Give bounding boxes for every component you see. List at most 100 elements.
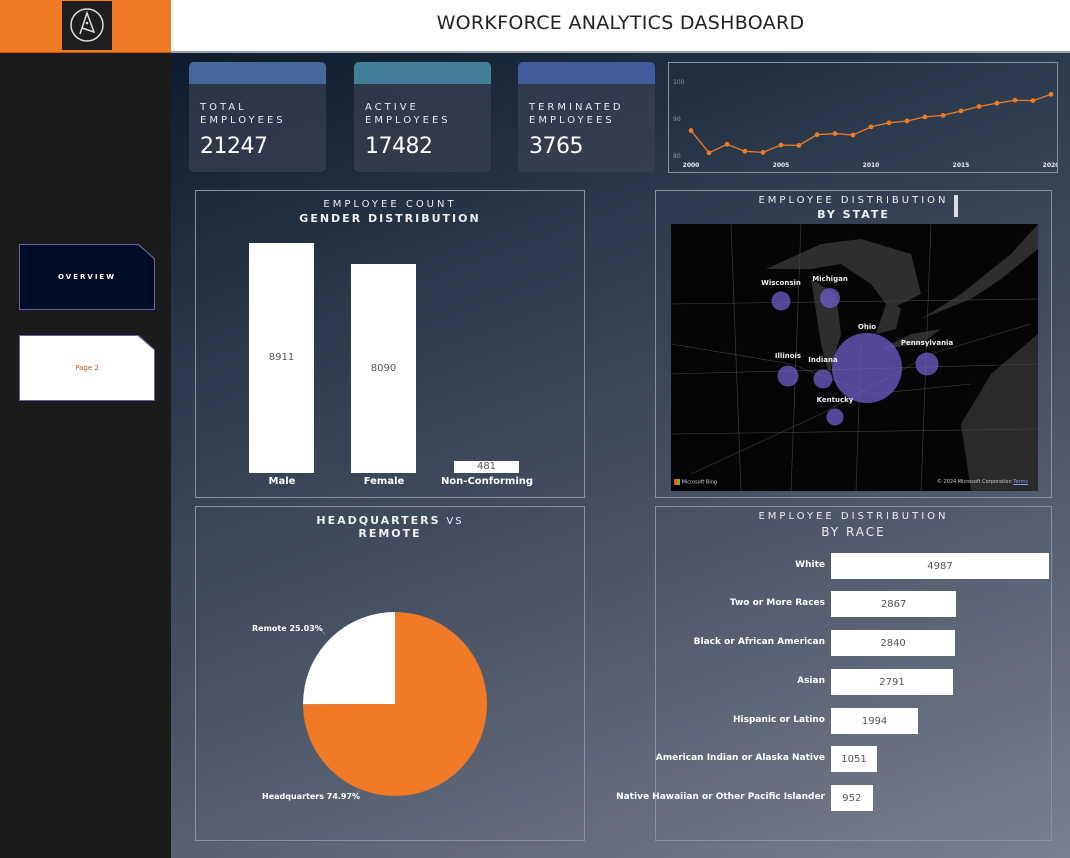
race-row: Hispanic or Latino 1994 (656, 708, 1051, 734)
gender-bar[interactable]: 481 (454, 460, 519, 473)
race-row: White 4987 (656, 553, 1051, 579)
state-label: Ohio (857, 323, 877, 331)
trend-point[interactable] (1030, 98, 1036, 104)
bing-attribution: Microsoft Bing (674, 479, 717, 486)
gender-bar[interactable]: 8911 (249, 243, 314, 473)
race-bar[interactable]: 2867 (831, 591, 957, 617)
panel-title: HEADQUARTERS (316, 514, 441, 527)
panel-title: EMPLOYEE DISTRIBUTION (758, 511, 949, 522)
race-bar[interactable]: 1051 (831, 746, 877, 772)
trend-point[interactable] (742, 148, 748, 154)
race-bar[interactable]: 2791 (831, 669, 953, 695)
kpi-label: TOTAL (200, 102, 247, 113)
trend-point[interactable] (958, 108, 964, 114)
category-label: Non-Conforming (440, 476, 534, 487)
trend-point[interactable] (706, 150, 712, 156)
race-row: Black or African American 2840 (656, 630, 1051, 656)
state-label: Kentucky (816, 396, 854, 404)
pie-data-label: Remote 25.03% (252, 624, 323, 633)
nav-page2-button[interactable]: Page 2 (20, 336, 154, 400)
trend-point[interactable] (688, 128, 694, 133)
kpi-label: EMPLOYEES (365, 115, 451, 126)
kpi-value: 21247 (200, 134, 268, 159)
pie-slice-headquarters[interactable] (303, 612, 487, 796)
bar-value-label: 1051 (841, 753, 867, 765)
pie-slice-remote[interactable] (303, 612, 395, 705)
trend-point[interactable] (796, 142, 802, 148)
y-tick-label: 100 (673, 79, 685, 86)
trend-point[interactable] (904, 118, 910, 124)
state-label: Pennsylvania (900, 339, 954, 347)
state-bubble[interactable] (820, 288, 840, 308)
state-bubble[interactable] (813, 369, 833, 389)
race-distribution-panel: EMPLOYEE DISTRIBUTION BY RACE White 4987 T… (616, 506, 1052, 841)
kpi-label: TERMINATED (529, 102, 624, 113)
kpi-label: ACTIVE (365, 102, 419, 113)
nav-overview-button[interactable]: OVERVIEW (20, 245, 154, 309)
panel-title: EMPLOYEE COUNT (323, 199, 457, 210)
state-bubble[interactable] (777, 365, 799, 387)
category-label: Female (363, 476, 405, 487)
nav-label: OVERVIEW (58, 273, 116, 281)
page-title: WORKFORCE ANALYTICS DASHBOARD (436, 12, 805, 34)
trend-point[interactable] (778, 142, 784, 148)
trend-point[interactable] (922, 114, 928, 120)
map[interactable]: Wisconsin Michigan Ohio Pennsylvania Ill… (671, 224, 1038, 491)
bar-value-label: 2840 (880, 637, 906, 649)
x-tick-label: 2005 (773, 162, 790, 169)
copyright-text: © 2024 Microsoft Corporation (936, 479, 1012, 485)
trend-point[interactable] (886, 120, 892, 126)
state-bubble[interactable] (771, 291, 791, 311)
y-tick-label: 90 (673, 116, 681, 123)
trend-point[interactable] (850, 132, 856, 138)
trend-point[interactable] (760, 150, 766, 155)
race-bar[interactable]: 4987 (831, 553, 1049, 579)
bar-value-label: 1994 (861, 715, 888, 727)
sidebar (0, 53, 171, 858)
trend-point[interactable] (940, 113, 946, 118)
state-label: Illinois (774, 352, 802, 360)
race-bar[interactable]: 1994 (831, 708, 919, 734)
state-bubble[interactable] (826, 408, 844, 426)
trend-point[interactable] (1012, 97, 1018, 103)
race-row: Native Hawaiian or Other Pacific Islande… (616, 785, 1051, 811)
bar-value-label: 8911 (268, 352, 295, 363)
map-copyright: © 2024 Microsoft Corporation Terms (937, 479, 1028, 485)
leader-line (314, 627, 326, 636)
race-row: American Indian or Alaska Native 1051 (656, 746, 1051, 772)
state-bubble[interactable] (832, 333, 902, 403)
panel-subtitle: BY STATE (817, 208, 890, 221)
bar-value-label: 952 (842, 792, 862, 804)
trend-point[interactable] (724, 141, 730, 147)
kpi-label: EMPLOYEES (529, 115, 615, 126)
trend-point[interactable] (868, 124, 874, 130)
title-cursor (954, 195, 958, 217)
y-tick-label: 80 (673, 153, 681, 160)
kpi-total-employees: TOTAL EMPLOYEES 21247 (189, 62, 326, 172)
bar-value-label: 8090 (370, 362, 397, 374)
category-label: White (795, 560, 825, 570)
pie-data-label: Headquarters 74.97% (262, 792, 360, 801)
race-bar[interactable]: 952 (831, 785, 873, 811)
race-row: Asian 2791 (656, 669, 1051, 695)
race-bar[interactable]: 2840 (831, 630, 956, 656)
terms-link[interactable]: Terms (1013, 479, 1028, 485)
trend-point[interactable] (994, 100, 1000, 106)
trend-point[interactable] (814, 132, 820, 138)
header: WORKFORCE ANALYTICS DASHBOARD (171, 0, 1070, 53)
kpi-active-employees: ACTIVE EMPLOYEES 17482 (354, 62, 491, 172)
panel-subtitle: BY RACE (821, 525, 886, 539)
trend-point[interactable] (832, 131, 838, 136)
state-bubble[interactable] (915, 352, 939, 376)
bar-value-label: 2791 (879, 676, 905, 688)
panel-subtitle: REMOTE (358, 527, 422, 540)
panel-title: EMPLOYEE DISTRIBUTION (758, 195, 949, 206)
trend-point[interactable] (1048, 91, 1054, 97)
logo (62, 1, 112, 50)
trend-point[interactable] (976, 104, 982, 109)
kpi-value: 17482 (365, 134, 433, 159)
compass-a-logo-icon (70, 8, 104, 42)
gender-bar[interactable]: 8090 (351, 264, 416, 473)
state-label: Indiana (808, 356, 838, 364)
